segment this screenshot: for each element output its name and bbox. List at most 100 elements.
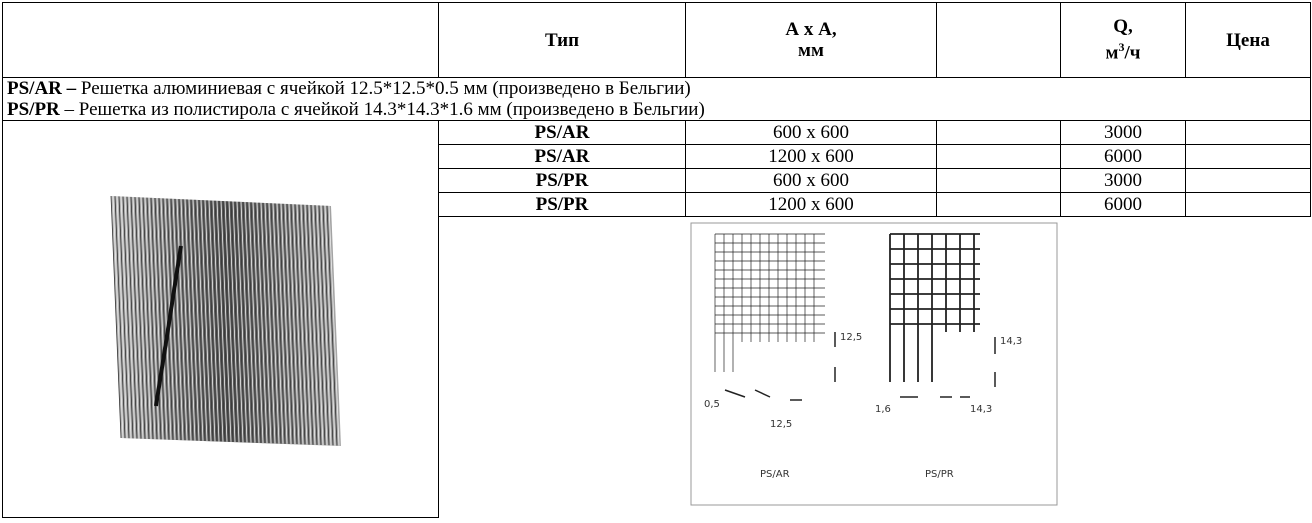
- grille-bar: [166, 198, 177, 441]
- grille-bar: [310, 205, 321, 446]
- grille-bar: [266, 203, 277, 444]
- grille-bar: [182, 199, 193, 441]
- empty-cell: [936, 192, 1061, 217]
- header-text: 3: [1118, 40, 1125, 55]
- photo-cell: [2, 120, 439, 518]
- header-text: мм: [798, 40, 824, 61]
- data-row: PS/AR 600 х 600 3000: [2, 120, 1311, 518]
- grille-bar: [186, 199, 197, 441]
- size-cell: 600 х 600: [685, 120, 937, 145]
- grille-bar: [196, 200, 207, 442]
- grille-bar: [230, 201, 241, 443]
- grille-bar: [234, 201, 245, 443]
- grille-bar: [254, 202, 265, 444]
- grille-bar: [274, 203, 285, 445]
- grille-bar: [138, 197, 149, 440]
- diagram-label: 14,3: [1000, 336, 1022, 347]
- flow-cell: 6000: [1060, 192, 1186, 217]
- grille-bar: [240, 202, 251, 443]
- grille-bar: [282, 203, 293, 445]
- grille-bar: [142, 197, 153, 440]
- grille-bar: [224, 201, 235, 443]
- header-text: м: [1105, 42, 1119, 64]
- grille-bar: [110, 196, 121, 439]
- grille-bar: [312, 205, 323, 446]
- grille-bar: [208, 200, 219, 442]
- grille-bar: [188, 199, 199, 441]
- flow-cell: 3000: [1060, 120, 1186, 145]
- diagram-label: 12,5: [770, 419, 792, 430]
- grille-bar: [114, 196, 125, 439]
- grille-bar: [320, 205, 331, 446]
- grille-bar: [178, 199, 189, 441]
- grille-photo: [110, 196, 341, 447]
- diagram-row: 12,5 0,5 12,5 PS/AR 14,3 1,6 14,3 PS/PR: [3, 216, 1311, 517]
- grille-bar: [270, 203, 281, 444]
- grille-bar: [204, 200, 215, 442]
- data-row: PS/PR 600 х 600 3000: [3, 168, 1311, 193]
- data-row: PS/PR 1200 х 600 6000: [3, 192, 1311, 217]
- grille-bar: [214, 200, 225, 442]
- grille-bar: [116, 196, 127, 439]
- grille-bar: [292, 204, 303, 445]
- grille-bar: [246, 202, 257, 444]
- grille-bar: [296, 204, 307, 445]
- grille-bar: [192, 199, 203, 442]
- grille-bar: [236, 201, 247, 443]
- type-cell: PS/PR: [438, 168, 686, 193]
- grille-bar: [112, 196, 123, 439]
- grille-bar: [326, 205, 337, 446]
- grille-bar: [318, 205, 329, 446]
- grille-bar: [120, 196, 131, 439]
- type-cell: PS/AR: [438, 144, 686, 169]
- grille-bar: [210, 200, 221, 442]
- grille-bar: [156, 198, 167, 440]
- grille-bar: [280, 203, 291, 445]
- grille-bar: [176, 199, 187, 441]
- grille-bar: [248, 202, 259, 444]
- header-cell: А х А, мм: [685, 2, 937, 78]
- header-cell: Q, м3/ч: [1060, 2, 1186, 78]
- grille-bar: [304, 204, 315, 446]
- grille-bar: [202, 200, 213, 442]
- grille-bar: [184, 199, 195, 441]
- grille-bar: [222, 201, 233, 443]
- grille-bar: [322, 205, 333, 446]
- grille-bar: [194, 200, 205, 442]
- grille-bar: [150, 198, 161, 440]
- price-cell: [1185, 144, 1311, 169]
- type-cell: PS/AR: [438, 120, 686, 145]
- grille-bar: [136, 197, 147, 440]
- grille-bar: [256, 202, 267, 444]
- header-cell: [936, 2, 1061, 78]
- empty-cell: [936, 120, 1061, 145]
- size-cell: 600 х 600: [685, 168, 937, 193]
- grille-bar: [298, 204, 309, 445]
- diagram-label: PS/AR: [760, 469, 790, 480]
- grille-bar: [276, 203, 287, 445]
- grille-bar: [154, 198, 165, 440]
- type-cell: PS/PR: [438, 192, 686, 217]
- grille-bar: [144, 197, 155, 440]
- grille-bar: [308, 205, 319, 446]
- data-row: PS/AR 1200 х 600 6000: [3, 144, 1311, 169]
- header-cell: Тип: [438, 2, 686, 78]
- description-row: PS/PR – Решетка из полистирола с ячейкой…: [2, 99, 1311, 121]
- diagram-label: 14,3: [970, 404, 992, 415]
- grille-bar: [294, 204, 305, 445]
- grille-bar: [206, 200, 217, 442]
- grille-bar: [258, 202, 269, 444]
- size-cell: 1200 х 600: [685, 144, 937, 169]
- grille-bar: [250, 202, 261, 444]
- grille-bar: [220, 201, 231, 443]
- grille-bar: [152, 198, 163, 440]
- cell-diagram: 12,5 0,5 12,5 PS/AR 14,3 1,6 14,3 PS/PR: [690, 222, 1058, 506]
- grille-bar: [306, 205, 317, 446]
- flow-cell: 6000: [1060, 144, 1186, 169]
- size-cell: 1200 х 600: [685, 192, 937, 217]
- grille-bar: [158, 198, 169, 440]
- grille-bar: [232, 201, 243, 443]
- grille-bar: [212, 200, 223, 442]
- grille-bar: [272, 203, 283, 444]
